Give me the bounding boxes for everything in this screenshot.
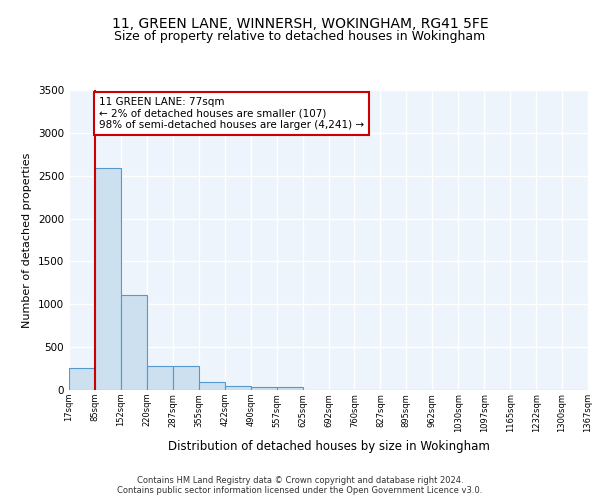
Bar — [173, 366, 199, 390]
X-axis label: Distribution of detached houses by size in Wokingham: Distribution of detached houses by size … — [167, 440, 490, 454]
Bar — [199, 382, 224, 390]
Bar — [147, 366, 173, 390]
Bar — [95, 168, 121, 390]
Bar — [277, 388, 302, 390]
Y-axis label: Number of detached properties: Number of detached properties — [22, 152, 32, 328]
Text: Contains HM Land Registry data © Crown copyright and database right 2024.: Contains HM Land Registry data © Crown c… — [137, 476, 463, 485]
Bar — [225, 386, 251, 390]
Bar — [69, 368, 95, 390]
Bar — [121, 295, 147, 390]
Text: Size of property relative to detached houses in Wokingham: Size of property relative to detached ho… — [115, 30, 485, 43]
Text: Contains public sector information licensed under the Open Government Licence v3: Contains public sector information licen… — [118, 486, 482, 495]
Text: 11 GREEN LANE: 77sqm
← 2% of detached houses are smaller (107)
98% of semi-detac: 11 GREEN LANE: 77sqm ← 2% of detached ho… — [99, 97, 364, 130]
Text: 11, GREEN LANE, WINNERSH, WOKINGHAM, RG41 5FE: 11, GREEN LANE, WINNERSH, WOKINGHAM, RG4… — [112, 18, 488, 32]
Bar — [251, 387, 277, 390]
